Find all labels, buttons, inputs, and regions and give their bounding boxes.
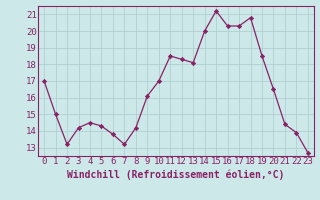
X-axis label: Windchill (Refroidissement éolien,°C): Windchill (Refroidissement éolien,°C): [67, 169, 285, 180]
